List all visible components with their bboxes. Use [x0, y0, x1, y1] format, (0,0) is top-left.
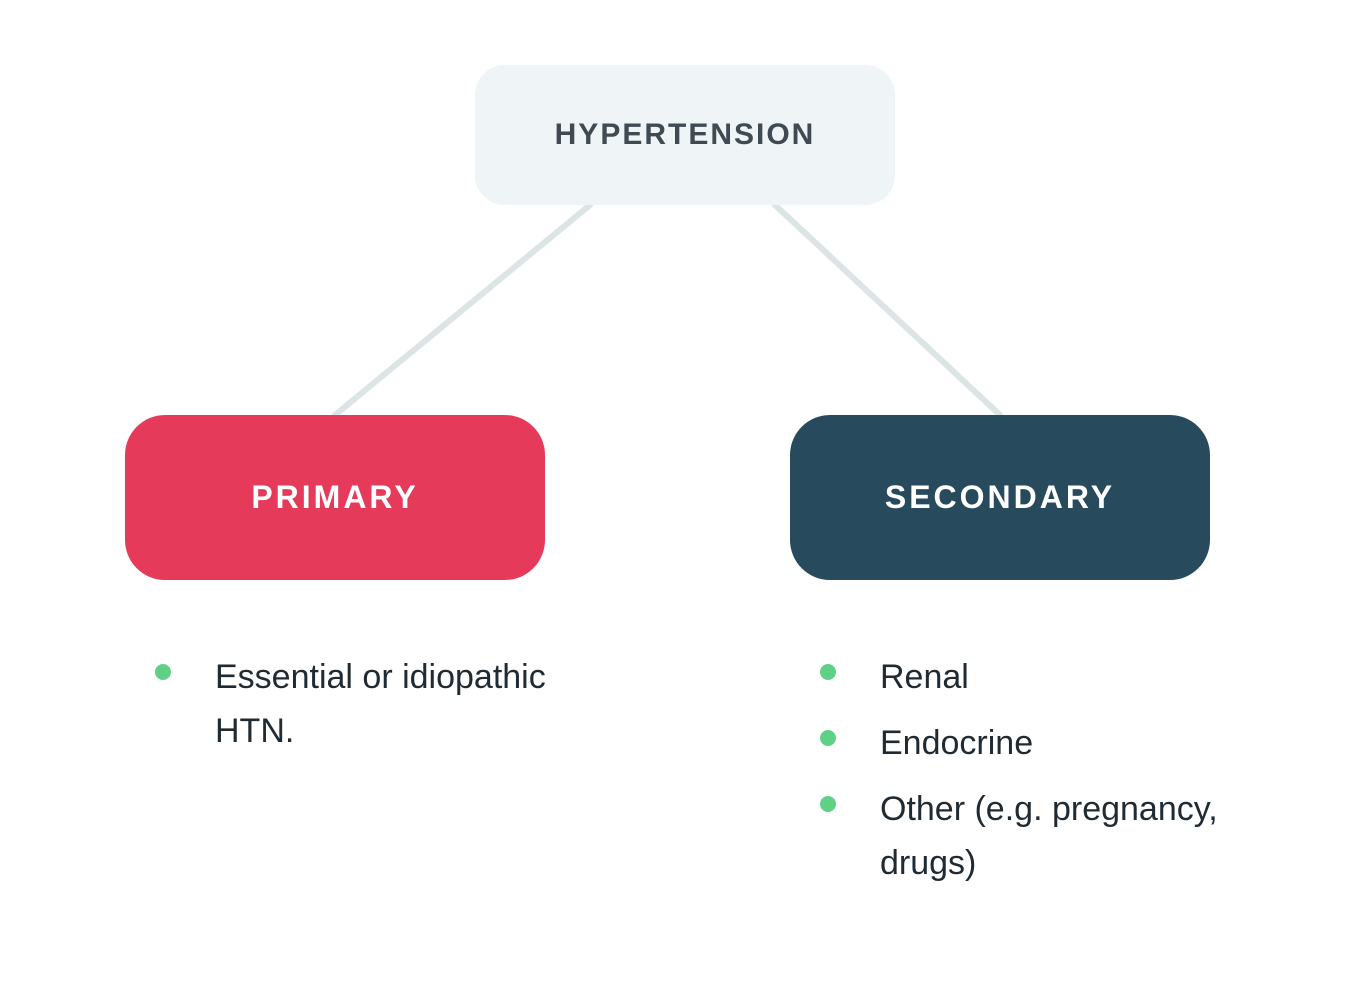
- child-node-secondary: SECONDARY: [790, 415, 1210, 580]
- connector-secondary: [775, 205, 1000, 415]
- list-item: Other (e.g. pregnancy, drugs): [820, 782, 1280, 890]
- child-node-primary-label: PRIMARY: [251, 479, 418, 516]
- child-node-secondary-label: SECONDARY: [885, 479, 1115, 516]
- diagram-container: HYPERTENSION PRIMARY SECONDARY Essential…: [0, 0, 1354, 1002]
- child-node-primary: PRIMARY: [125, 415, 545, 580]
- bullet-list-secondary: Renal Endocrine Other (e.g. pregnancy, dru…: [820, 650, 1280, 902]
- list-item: Essential or idiopathic HTN.: [155, 650, 615, 758]
- list-item: Endocrine: [820, 716, 1280, 770]
- root-node-label: HYPERTENSION: [555, 118, 816, 152]
- root-node-hypertension: HYPERTENSION: [475, 65, 895, 205]
- list-item: Renal: [820, 650, 1280, 704]
- connector-primary: [335, 205, 590, 415]
- bullet-list-primary: Essential or idiopathic HTN.: [155, 650, 615, 770]
